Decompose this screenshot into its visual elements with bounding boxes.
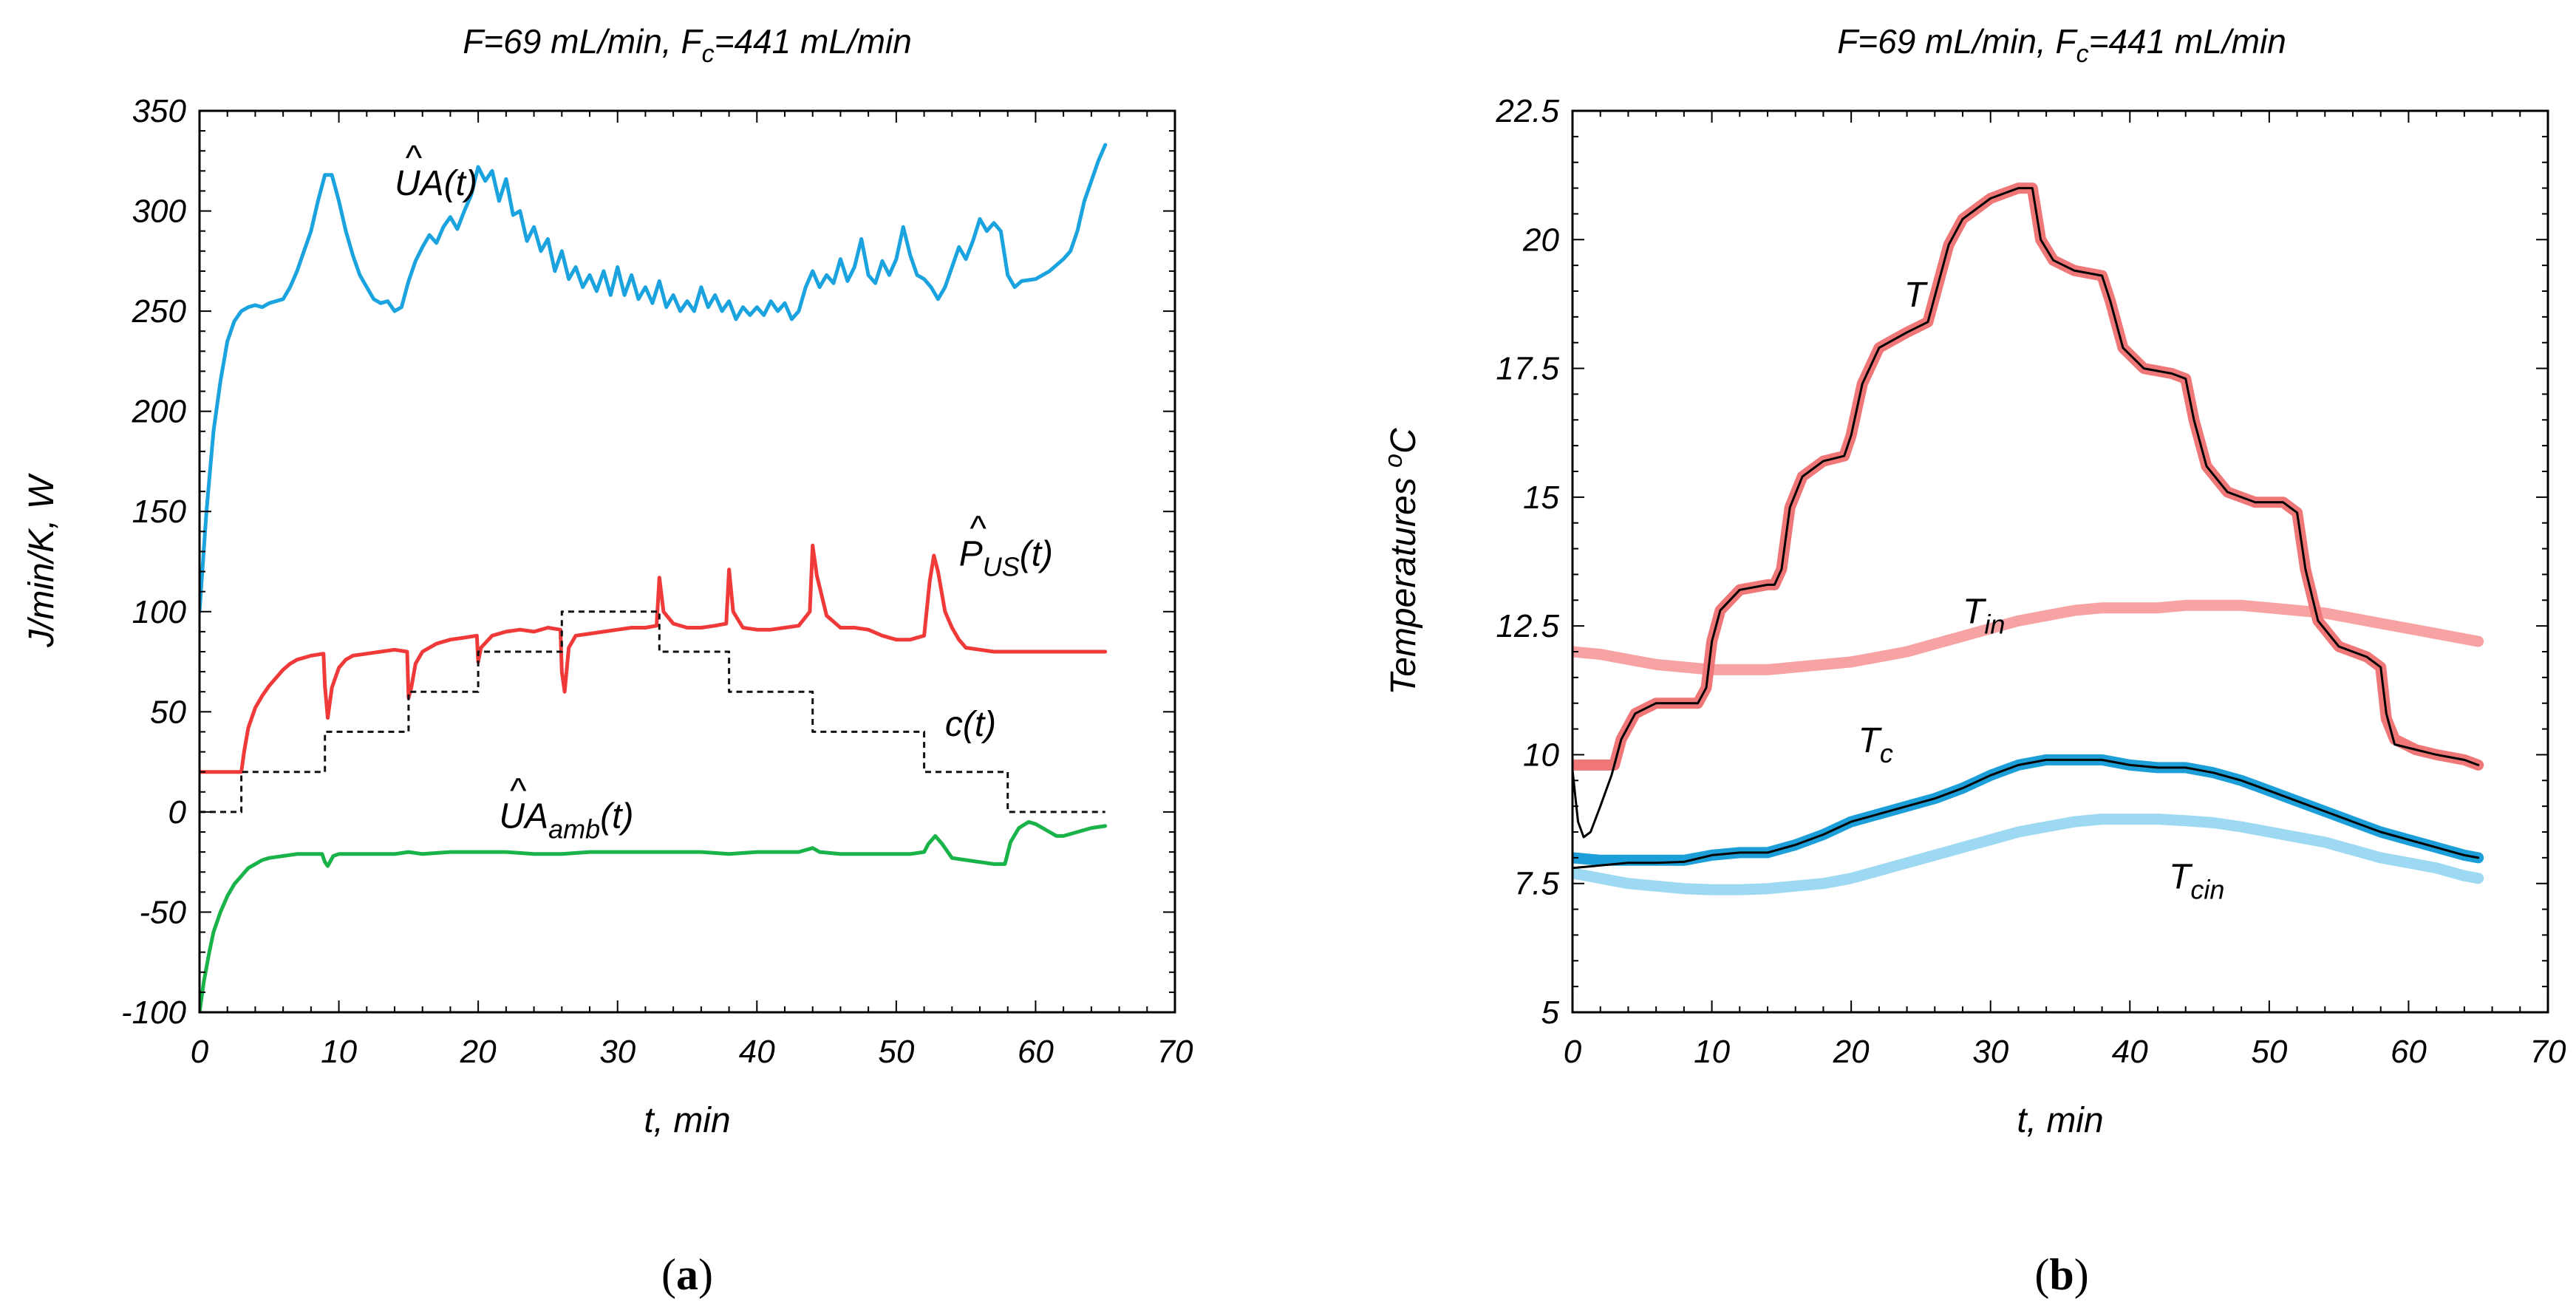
x-tick-label: 0	[191, 1034, 209, 1070]
series-line-ua-amb-hat-t-	[200, 819, 1108, 1012]
x-tick-label: 60	[1018, 1034, 1054, 1070]
x-tick-label: 70	[2530, 1034, 2566, 1070]
series-label-c-t-: c(t)	[945, 705, 996, 744]
series-label-t-in: Tin	[1963, 593, 2005, 640]
y-tick-label: 15	[1523, 480, 1559, 516]
y-axis-label: Temperatures oC	[1380, 428, 1423, 695]
x-tick-label: 10	[321, 1034, 357, 1070]
plot-area	[200, 143, 1108, 1012]
x-tick-label: 40	[739, 1034, 775, 1070]
x-tick-label: 40	[2112, 1034, 2148, 1070]
series-label-main: T	[2169, 858, 2193, 897]
x-tick-label: 10	[1694, 1034, 1730, 1070]
chart-title: F=69 mL/min, Fc=441 mL/min	[463, 22, 912, 68]
x-tick-label: 50	[878, 1034, 914, 1070]
panel-label-paren: )	[2074, 1250, 2089, 1299]
title-part: F=69 mL/min, F	[1837, 22, 2078, 61]
x-tick-label: 20	[1833, 1034, 1870, 1070]
y-tick-label: 5	[1541, 995, 1560, 1031]
series-label-subscript: amb	[548, 814, 600, 845]
title-subscript: c	[2076, 40, 2089, 68]
panel-label-paren: (	[2034, 1250, 2049, 1299]
y-tick-label: 100	[132, 594, 187, 630]
y-tick-label: 50	[150, 694, 186, 730]
y-tick-label: 350	[132, 93, 187, 129]
x-tick-label: 70	[1157, 1034, 1193, 1070]
y-tick-label: 0	[168, 794, 187, 831]
y-tick-label: 200	[132, 394, 187, 430]
series-line-c-t-	[200, 610, 1105, 814]
series-label-ua-amb-hat-t-: UAamb(t)	[499, 797, 633, 845]
y-label-superscript: o	[1380, 454, 1408, 468]
x-axis-label: t, min	[2017, 1101, 2103, 1140]
panel-label-letter: a	[676, 1250, 698, 1299]
series-label-suffix: (t)	[1020, 534, 1053, 573]
series-label-t-c: Tc	[1858, 721, 1893, 768]
y-label-part: C	[1384, 428, 1423, 454]
hat-accent: ^	[509, 772, 526, 811]
panel-label: (b)	[2034, 1250, 2088, 1299]
y-tick-label: 300	[132, 194, 187, 230]
series-label-main: UA(t)	[395, 164, 477, 203]
series-label-subscript: US	[983, 551, 1020, 582]
y-tick-label: 20	[1522, 222, 1559, 258]
panel-label-paren: (	[661, 1250, 676, 1299]
plot-frame	[1571, 109, 2549, 1014]
y-tick-label: 150	[132, 494, 187, 530]
series-label-subscript: in	[1984, 610, 2005, 640]
y-label-part: Temperatures	[1384, 468, 1423, 695]
y-tick-label: 7.5	[1514, 866, 1560, 902]
series-label-main: P	[959, 534, 983, 573]
y-axis-label: J/min/K, W	[22, 472, 61, 648]
y-tick-label: 10	[1523, 737, 1559, 773]
hat-accent: ^	[970, 509, 987, 548]
series-label-main: UA	[499, 797, 548, 836]
series-line-t-c-model	[1572, 758, 2480, 870]
hat-accent: ^	[405, 139, 422, 178]
series-label-t: T	[1904, 276, 1929, 315]
series-label-main: c(t)	[945, 705, 996, 744]
panel-label-letter: b	[2049, 1250, 2074, 1299]
series-line-ua-hat-t-	[200, 143, 1108, 614]
x-tick-label: 50	[2251, 1034, 2287, 1070]
series-line-p-us-hat-t-	[200, 543, 1108, 774]
y-tick-label: -50	[139, 894, 186, 930]
series-line-t-cin	[1572, 814, 2484, 896]
chart-title: F=69 mL/min, Fc=441 mL/min	[1837, 22, 2286, 68]
y-tick-label: 22.5	[1495, 93, 1559, 129]
x-tick-label: 20	[460, 1034, 497, 1070]
panel-label: (a)	[661, 1250, 713, 1299]
title-part: =441 mL/min	[2089, 22, 2286, 61]
series-label-main: T	[1963, 593, 1987, 632]
x-tick-label: 30	[599, 1034, 636, 1070]
title-part: F=69 mL/min, F	[463, 22, 703, 61]
y-tick-label: 250	[132, 293, 187, 330]
plot-frame	[198, 109, 1176, 1014]
series-label-main: T	[1858, 721, 1883, 760]
series-label-subscript: c	[1880, 738, 1893, 768]
chart-panel-a: F=69 mL/min, Fc=441 mL/min 0 10 20 30 40 50 60 7…	[22, 22, 1193, 1299]
y-tick-label: 12.5	[1496, 608, 1559, 644]
y-tick-label: 17.5	[1496, 351, 1559, 387]
series-label-ua-hat-t-: UA(t)	[395, 164, 477, 203]
series-label-t-cin: Tcin	[2169, 858, 2224, 905]
x-tick-label: 60	[2391, 1034, 2427, 1070]
series-label-subscript: cin	[2190, 875, 2224, 905]
x-axis-label: t, min	[644, 1101, 730, 1140]
title-part: =441 mL/min	[715, 22, 912, 61]
x-tick-label: 30	[1972, 1034, 2008, 1070]
plot-area	[1572, 183, 2484, 896]
x-tick-label: 0	[1564, 1034, 1582, 1070]
series-label-p-us-hat-t-: PUS(t)	[959, 534, 1053, 582]
panel-label-paren: )	[698, 1250, 713, 1299]
title-subscript: c	[702, 40, 715, 68]
series-label-main: T	[1904, 276, 1929, 315]
y-tick-label: -100	[121, 995, 187, 1031]
series-label-suffix: (t)	[600, 797, 633, 836]
series-line-t-in	[1572, 599, 2484, 675]
series-line-t-model	[1572, 187, 2480, 839]
